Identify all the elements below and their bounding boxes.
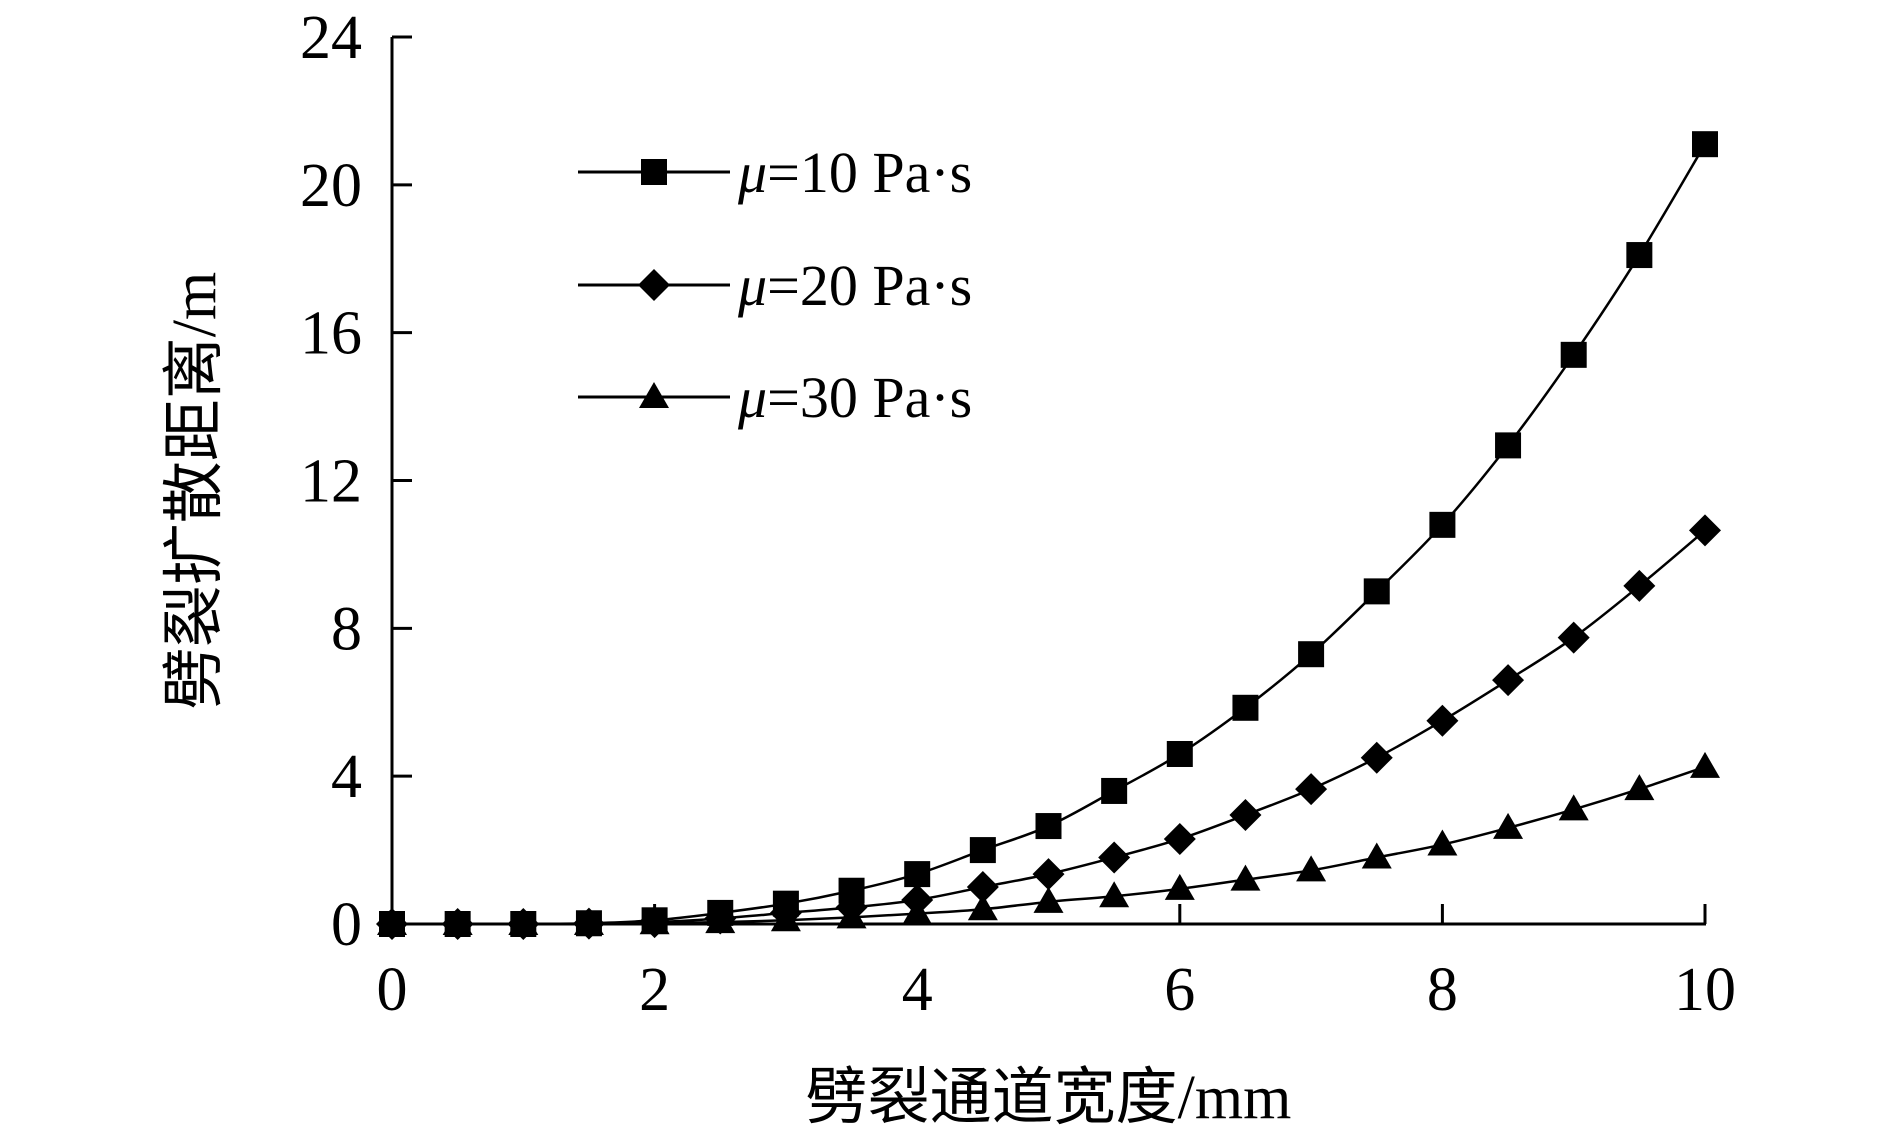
data-point <box>1298 641 1325 668</box>
y-axis-title: 劈裂扩散距离/m <box>161 272 229 709</box>
data-point <box>1626 242 1653 269</box>
data-point <box>1230 864 1261 891</box>
data-point <box>836 902 867 929</box>
legend: μ=10 Pa·s μ=20 Pa·s μ=30 Pa·s <box>578 140 972 430</box>
series-triangle <box>377 751 1720 935</box>
data-point <box>1101 777 1128 804</box>
data-point <box>1623 569 1656 602</box>
data-point <box>1166 740 1193 767</box>
x-tick-label: 10 <box>1674 956 1736 1024</box>
data-point <box>770 905 801 932</box>
series-line <box>392 143 1707 926</box>
x-tick-label: 6 <box>1164 956 1195 1024</box>
data-point <box>1295 773 1328 806</box>
data-point <box>1035 813 1062 840</box>
data-point <box>1361 842 1392 869</box>
data-point <box>1429 511 1456 538</box>
data-point <box>1624 774 1655 801</box>
y-tick-label: 8 <box>331 595 362 663</box>
x-tick-label: 2 <box>639 956 670 1024</box>
data-point <box>1032 858 1065 891</box>
data-point <box>1296 855 1327 882</box>
data-point <box>1099 881 1130 908</box>
data-point <box>1098 841 1131 874</box>
legend-marker <box>638 269 670 301</box>
data-point <box>1560 341 1587 368</box>
data-point <box>967 894 998 921</box>
data-point <box>1558 794 1589 821</box>
data-point <box>1692 131 1718 158</box>
data-point <box>1690 751 1720 778</box>
data-point <box>1232 694 1259 721</box>
x-tick-label: 4 <box>902 956 933 1024</box>
data-point <box>1163 822 1196 855</box>
data-point <box>573 909 604 935</box>
y-tick-label: 0 <box>331 891 362 959</box>
data-point <box>902 898 933 925</box>
data-point <box>442 909 473 935</box>
data-point <box>1033 886 1064 913</box>
series-diamond <box>376 514 1721 940</box>
data-point <box>1493 812 1524 839</box>
legend-item: μ=30 Pa·s <box>578 365 972 430</box>
data-point <box>966 871 999 904</box>
legend-item: μ=10 Pa·s <box>578 140 972 205</box>
data-point <box>1164 873 1195 900</box>
data-point <box>1229 798 1262 831</box>
series-square <box>379 131 1718 937</box>
data-point <box>969 837 996 864</box>
legend-marker <box>639 382 669 408</box>
legend-label: μ=20 Pa·s <box>737 253 972 318</box>
data-point <box>1427 829 1458 856</box>
data-point <box>639 908 670 935</box>
data-point <box>1360 741 1393 774</box>
legend-item: μ=20 Pa·s <box>578 253 972 318</box>
y-tick-label: 4 <box>331 743 362 811</box>
data-point <box>1492 664 1525 697</box>
x-tick-label: 8 <box>1427 956 1458 1024</box>
y-tick-label: 20 <box>300 152 362 220</box>
y-tick-label: 16 <box>300 300 362 368</box>
series-layer <box>376 131 1721 940</box>
data-point <box>1495 432 1522 459</box>
data-point <box>1557 621 1590 654</box>
data-point <box>508 909 539 935</box>
legend-label: μ=30 Pa·s <box>737 365 972 430</box>
data-point <box>1426 704 1459 737</box>
y-tick-label: 24 <box>300 4 362 72</box>
data-point <box>904 861 931 888</box>
legend-marker <box>641 159 667 185</box>
legend-label: μ=10 Pa·s <box>737 140 972 205</box>
y-tick-label: 12 <box>300 448 362 516</box>
data-point <box>1689 514 1721 547</box>
x-axis-title: 劈裂通道宽度/mm <box>806 1064 1292 1132</box>
x-tick-label: 0 <box>377 956 408 1024</box>
data-point <box>1363 578 1390 605</box>
data-point <box>377 909 407 935</box>
data-point <box>705 907 736 934</box>
